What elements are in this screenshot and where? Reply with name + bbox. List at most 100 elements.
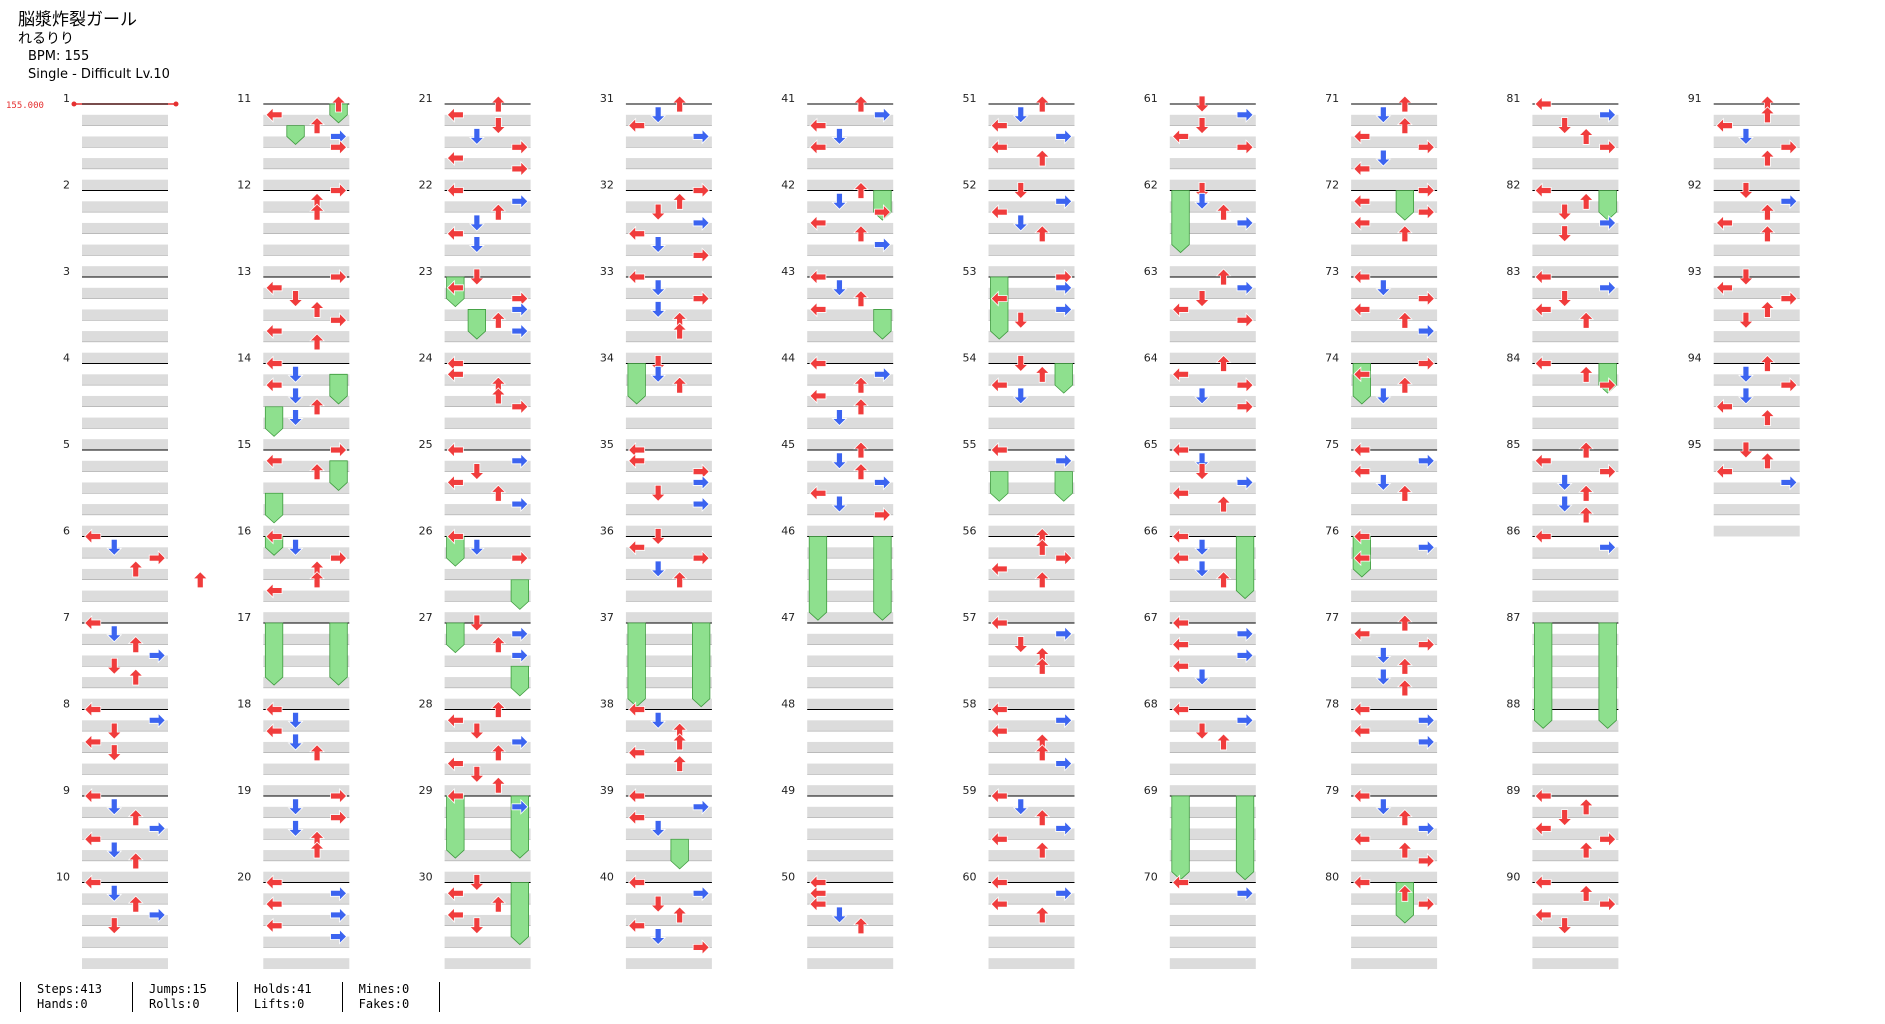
arrow-left-icon <box>809 214 827 231</box>
beat-band <box>1532 871 1619 883</box>
arrow-down-icon <box>468 268 485 286</box>
measure-67: 67 <box>1144 611 1256 710</box>
measure-47: 47 <box>781 611 894 710</box>
arrow-right-icon <box>330 550 348 567</box>
measure-number: 95 <box>1688 438 1702 451</box>
hold-note <box>692 622 711 708</box>
arrow-down-icon <box>831 495 848 513</box>
beat-band <box>1713 352 1800 364</box>
arrow-right-icon <box>692 474 710 491</box>
beat-band <box>807 287 894 299</box>
beat-band <box>263 677 350 688</box>
measure-number: 93 <box>1688 265 1702 278</box>
beat-band <box>807 633 894 645</box>
arrow-up-icon <box>852 463 869 481</box>
beat-band <box>988 179 1075 191</box>
arrow-right-icon <box>148 647 166 664</box>
beat-band <box>1169 850 1256 861</box>
arrow-right-icon <box>511 798 529 815</box>
beat-band <box>444 439 531 450</box>
measure-number: 89 <box>1506 784 1520 797</box>
arrow-left-icon <box>1353 366 1371 383</box>
arrow-right-icon <box>1236 106 1254 123</box>
arrow-left-icon <box>1534 96 1552 112</box>
measure-52: 52 <box>963 179 1075 277</box>
arrow-left-icon <box>628 539 646 556</box>
arrow-down-icon <box>106 722 123 740</box>
arrow-up-icon <box>1759 203 1776 221</box>
arrow-up-icon <box>852 398 869 416</box>
beat-band <box>1532 850 1619 861</box>
arrow-left-icon <box>1353 301 1371 318</box>
arrow-left-icon <box>265 279 283 296</box>
beat-band <box>1351 936 1438 948</box>
beat-band <box>988 525 1075 537</box>
beat-band <box>1351 720 1438 732</box>
beat-band <box>1532 806 1619 818</box>
arrow-right-icon <box>511 193 529 210</box>
arrow-up-icon <box>1578 441 1595 459</box>
measure-number: 6 <box>63 525 70 538</box>
beat-band <box>1169 893 1256 905</box>
arrow-up-icon <box>1578 841 1595 859</box>
arrow-up-icon <box>1578 192 1595 210</box>
arrow-down-icon <box>1194 538 1211 556</box>
beat-band <box>1532 785 1619 796</box>
measure-number: 61 <box>1144 92 1158 105</box>
arrow-left-icon <box>1171 874 1189 891</box>
measure-number: 17 <box>237 611 251 624</box>
beat-band <box>1351 201 1438 213</box>
arrow-left-icon <box>628 917 646 934</box>
beat-band <box>1351 158 1438 169</box>
beat-band <box>82 158 168 169</box>
arrow-up-icon <box>127 809 144 827</box>
beat-band <box>988 850 1075 861</box>
arrow-right-icon <box>330 442 348 458</box>
measure-11: 11 <box>237 92 350 191</box>
measure-number: 72 <box>1325 179 1339 192</box>
arrow-up-icon <box>852 376 869 394</box>
measure-number: 37 <box>600 611 614 624</box>
beat-band <box>625 914 712 926</box>
arrow-right-icon <box>1055 820 1073 837</box>
arrow-up-icon <box>1578 798 1595 816</box>
beat-band <box>1532 936 1619 948</box>
beat-band <box>1351 179 1438 191</box>
beat-band <box>1532 309 1619 321</box>
measure-71: 71 <box>1325 92 1438 191</box>
beat-band <box>263 655 350 667</box>
beat-band <box>263 266 350 277</box>
measure-number: 33 <box>600 265 614 278</box>
arrow-down-icon <box>650 820 667 838</box>
beat-band <box>988 871 1075 883</box>
arrow-down-icon <box>287 290 304 308</box>
arrow-down-icon <box>1194 117 1211 135</box>
beat-band <box>82 612 168 623</box>
arrow-up-icon <box>1034 225 1051 243</box>
beat-band <box>263 114 350 126</box>
arrow-up-icon <box>1759 106 1776 124</box>
arrow-left-icon <box>1534 788 1552 804</box>
arrow-left-icon <box>84 615 102 631</box>
beat-band <box>263 828 350 840</box>
beat-band <box>625 958 712 969</box>
arrow-right-icon <box>1417 852 1435 869</box>
beat-band <box>1351 828 1438 840</box>
stats-end-divider <box>439 982 441 1012</box>
beat-band <box>82 785 168 796</box>
arrow-right-icon <box>1055 625 1073 642</box>
hold-note <box>1235 536 1255 600</box>
arrow-left-icon <box>990 204 1008 221</box>
beat-band <box>444 677 531 688</box>
arrow-up-icon <box>1396 841 1413 859</box>
arrow-right-icon <box>1236 377 1254 394</box>
measure-number: 8 <box>63 698 70 711</box>
measure-number: 39 <box>600 784 614 797</box>
measure-number: 63 <box>1144 265 1158 278</box>
arrow-left-icon <box>1353 160 1371 177</box>
measure-number: 57 <box>963 611 977 624</box>
beat-band <box>807 114 894 126</box>
measure-number: 23 <box>419 265 433 278</box>
measure-26: 26 <box>419 525 531 623</box>
arrow-up-icon <box>127 852 144 870</box>
